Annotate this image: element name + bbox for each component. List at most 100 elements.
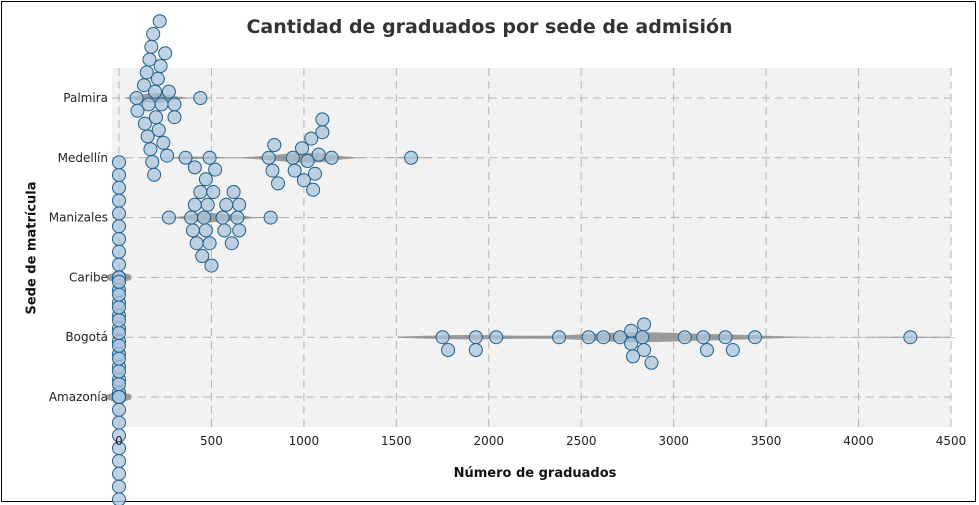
data-point-Bogotá (677, 330, 692, 345)
x-axis-title: Número de graduados (453, 466, 617, 481)
data-point-Palmira (129, 91, 144, 105)
x-tick-label: 2000 (474, 434, 505, 448)
x-tick-label: 4500 (936, 434, 967, 448)
data-point-Palmira (151, 123, 166, 137)
data-point-Medellín (267, 138, 282, 152)
data-point-Palmira (130, 103, 145, 118)
data-point-Bogotá (644, 355, 659, 370)
data-point-Medellín (311, 147, 326, 162)
data-point-Palmira (146, 27, 161, 41)
data-point-Bogotá (468, 330, 483, 345)
data-point-Amazonía (112, 274, 126, 289)
data-point-Manizales (219, 197, 234, 212)
data-point-Manizales (226, 185, 241, 199)
data-point-Medellín (306, 182, 321, 197)
data-point-Amazonía (112, 300, 126, 315)
data-point-Manizales (198, 223, 213, 238)
data-point-Manizales (215, 210, 230, 225)
data-point-Medellín (404, 150, 419, 165)
data-point-Bogotá (903, 330, 918, 345)
data-point-Medellín (261, 150, 276, 165)
violin-Bogotá (397, 332, 956, 343)
data-point-Palmira (167, 97, 182, 112)
data-point-Medellín (295, 141, 310, 156)
data-point-Manizales (198, 172, 213, 187)
data-point-Palmira (193, 91, 208, 105)
data-point-Manizales (161, 210, 176, 225)
data-point-Medellín (271, 176, 286, 191)
data-point-Amazonía (112, 492, 126, 505)
data-point-Caribe (112, 206, 126, 221)
x-tick-label: 4000 (843, 434, 874, 448)
data-point-Medellín (178, 150, 193, 165)
data-point-Manizales (184, 210, 199, 225)
data-point-Palmira (148, 110, 163, 125)
data-point-Palmira (147, 167, 162, 182)
x-tick-label: 3000 (658, 434, 689, 448)
data-point-Amazonía (112, 326, 126, 340)
data-point-Caribe (112, 180, 126, 195)
data-point-Bogotá (748, 330, 763, 345)
data-point-Amazonía (112, 377, 126, 392)
data-point-Amazonía (112, 287, 126, 302)
data-point-Bogotá (613, 330, 628, 345)
y-tick-label: Caribe (69, 270, 108, 284)
data-point-Medellín (187, 160, 202, 175)
data-point-Caribe (112, 244, 126, 259)
y-tick-label: Bogotá (65, 330, 108, 344)
x-tick-label: 0 (115, 434, 123, 448)
x-tick-label: 2500 (566, 434, 597, 448)
data-point-Caribe (112, 232, 126, 246)
data-point-Manizales (217, 223, 232, 238)
data-point-Manizales (197, 210, 212, 225)
data-point-Caribe (112, 168, 126, 182)
data-point-Manizales (208, 162, 223, 177)
data-point-Bogotá (718, 330, 733, 345)
data-point-Manizales (202, 236, 217, 251)
data-point-Palmira (141, 97, 156, 112)
data-point-Medellín (304, 131, 319, 146)
data-point-Palmira (167, 110, 182, 125)
data-point-Medellín (300, 154, 315, 168)
data-point-Palmira (160, 148, 175, 163)
x-tick-label: 500 (200, 434, 223, 448)
data-point-Bogotá (725, 343, 740, 357)
data-point-Bogotá (624, 323, 639, 338)
data-point-Amazonía (112, 338, 126, 353)
data-point-Amazonía (112, 415, 126, 430)
data-point-Manizales (187, 197, 202, 212)
data-point-Manizales (230, 210, 245, 225)
data-point-Amazonía (112, 390, 126, 404)
data-point-Bogotá (552, 330, 567, 345)
y-tick-label: Manizales (49, 211, 108, 225)
data-point-Manizales (232, 197, 247, 212)
data-point-Amazonía (112, 364, 126, 379)
data-point-Palmira (144, 39, 159, 54)
data-point-Medellín (315, 125, 330, 140)
data-point-Palmira (154, 97, 169, 112)
data-point-Manizales (206, 185, 221, 199)
data-point-Bogotá (441, 343, 456, 357)
data-point-Manizales (189, 236, 204, 251)
data-point-Caribe (112, 193, 126, 208)
data-point-Amazonía (112, 454, 126, 468)
data-point-Bogotá (635, 330, 650, 345)
data-point-Manizales (195, 249, 210, 263)
data-point-Amazonía (112, 313, 126, 328)
data-point-Manizales (232, 223, 247, 238)
data-point-Palmira (143, 142, 158, 157)
data-point-Palmira (156, 135, 171, 150)
data-point-Medellín (287, 163, 302, 178)
x-tick-label: 1500 (381, 434, 412, 448)
data-point-Manizales (224, 236, 239, 251)
data-point-Medellín (202, 150, 217, 165)
data-point-Bogotá (468, 343, 483, 357)
data-point-Bogotá (435, 330, 450, 345)
data-point-Palmira (153, 59, 168, 73)
data-point-Caribe (112, 155, 126, 170)
y-tick-label: Medellín (58, 151, 108, 165)
data-point-Bogotá (699, 343, 714, 357)
x-tick-label: 1000 (289, 434, 320, 448)
data-point-Manizales (193, 185, 208, 199)
